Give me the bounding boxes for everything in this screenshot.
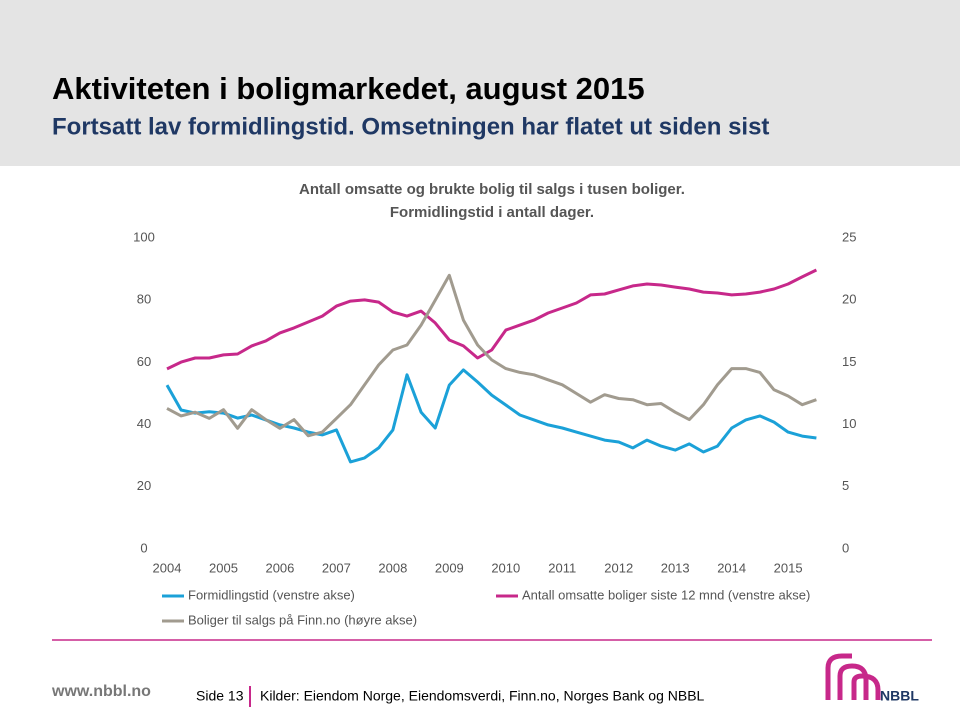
chart-title: Antall omsatte og brukte bolig til salgs… [299,181,685,198]
series-line [166,273,817,438]
footer-sources: Kilder: Eiendom Norge, Eiendomsverdi, Fi… [260,688,705,704]
x-tick-label: 2010 [491,560,520,575]
logo-text: NBBL [880,688,919,704]
y2-tick-label: 20 [842,292,856,307]
y-tick-label: 0 [140,540,147,555]
x-tick-label: 2008 [378,560,407,575]
series-line [165,368,817,464]
logo-arc [851,673,881,700]
series-line [166,268,818,371]
x-tick-label: 2006 [265,560,294,575]
chart-subtitle: Formidlingstid i antall dager. [390,204,594,221]
y2-tick-label: 0 [842,540,849,555]
footer-website: www.nbbl.no [51,683,151,700]
legend-label: Antall omsatte boliger siste 12 mnd (ven… [522,587,810,602]
header-band [0,0,960,166]
x-tick-label: 2009 [435,560,464,575]
logo-arc [825,653,852,700]
x-tick-label: 2012 [604,560,633,575]
y2-tick-label: 5 [842,478,849,493]
x-tick-label: 2015 [774,560,803,575]
y-tick-label: 20 [137,478,151,493]
logo [825,653,881,700]
x-tick-label: 2005 [209,560,238,575]
x-tick-label: 2013 [661,560,690,575]
footer-page: Side 13 [196,688,244,704]
y2-tick-label: 15 [842,354,856,369]
y-tick-label: 100 [133,229,155,244]
legend-label: Boliger til salgs på Finn.no (høyre akse… [188,612,417,627]
x-tick-label: 2014 [717,560,746,575]
y-tick-label: 60 [137,354,151,369]
x-tick-label: 2007 [322,560,351,575]
slide-subtitle: Fortsatt lav formidlingstid. Omsetningen… [52,113,769,140]
x-tick-label: 2011 [548,560,576,575]
y-tick-label: 80 [137,292,151,307]
x-tick-label: 2004 [153,560,182,575]
y-tick-label: 40 [137,416,151,431]
slide-title: Aktiviteten i boligmarkedet, august 2015 [52,71,645,106]
y2-tick-label: 10 [842,416,856,431]
y2-tick-label: 25 [842,229,856,244]
legend-label: Formidlingstid (venstre akse) [188,587,355,602]
